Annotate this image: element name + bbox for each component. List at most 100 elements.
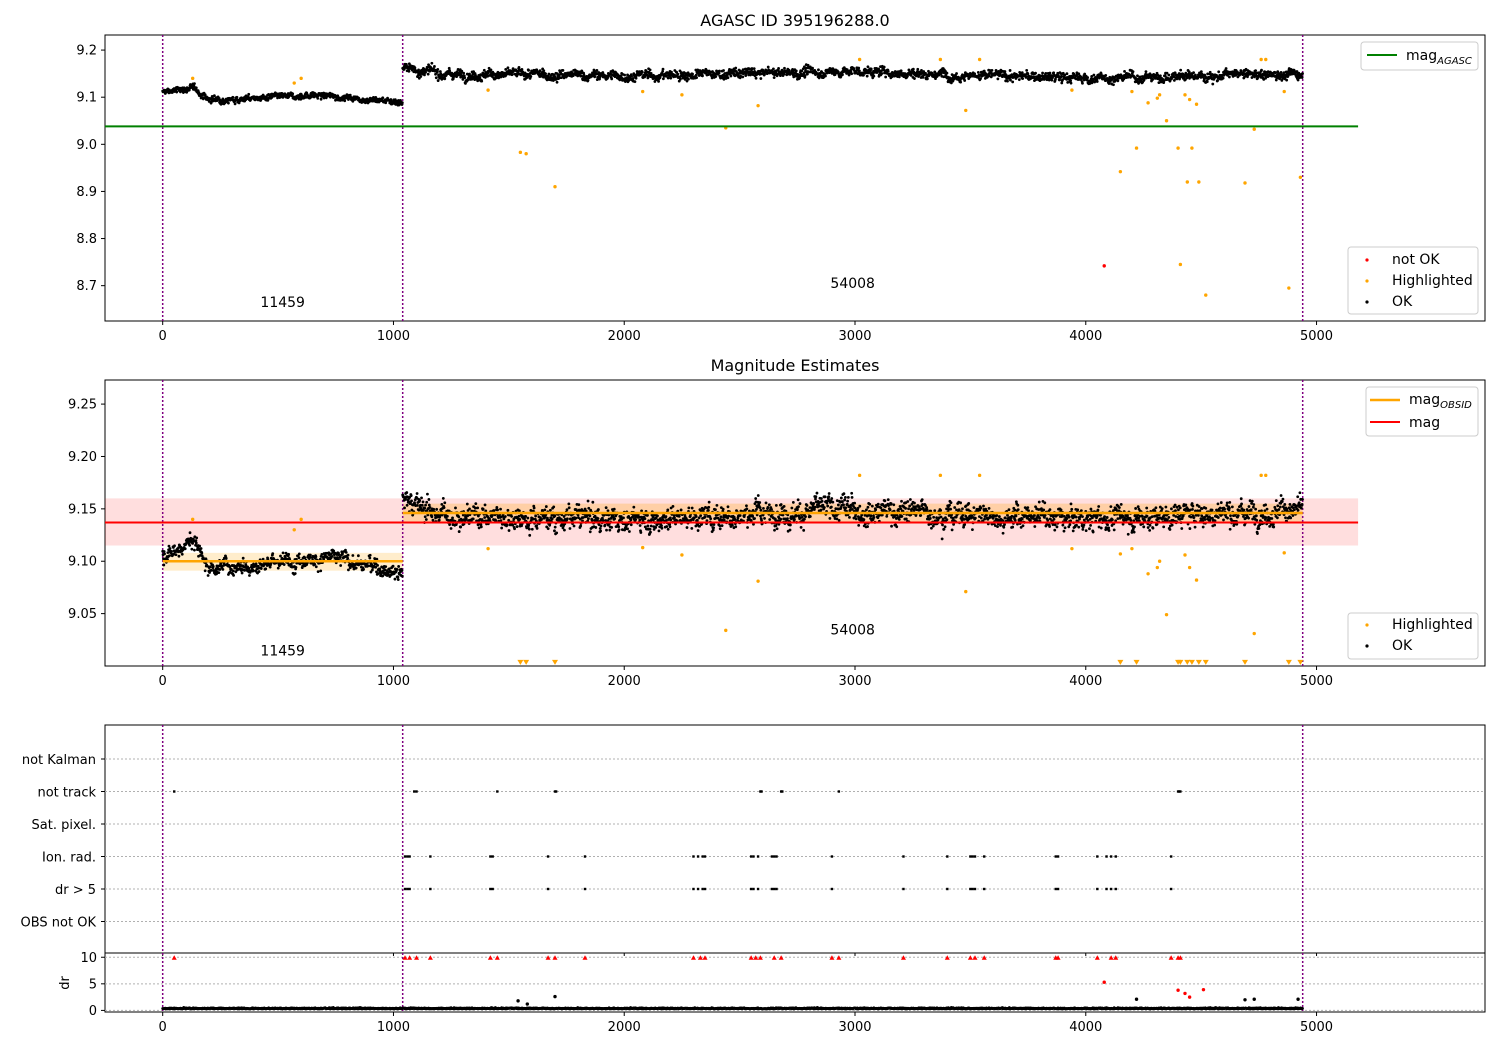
ok-point [617,528,621,532]
ok-point [862,73,865,77]
ok-point [410,499,413,503]
ok-point [417,68,420,72]
ok-point [758,506,762,510]
ok-point [314,565,318,569]
ok-point [257,570,261,573]
ok-point [459,525,463,529]
ok-point [679,508,683,512]
ok-point [779,503,783,506]
ok-point [1090,74,1094,78]
ok-point [308,553,312,557]
ok-point [224,557,228,560]
ok-point [880,72,884,75]
ok-point [649,71,653,75]
data-point [964,108,968,113]
ok-point [718,69,721,73]
ok-point [694,515,698,518]
ok-point [487,66,491,70]
ok-point [786,517,789,521]
ok-point [577,503,581,507]
ok-point [685,526,689,529]
ok-point [468,507,471,511]
ok-point [829,505,833,509]
ok-point [1199,70,1203,74]
ok-point [1032,75,1036,79]
ok-point [741,75,745,79]
ok-point [649,524,653,528]
ok-point [1056,71,1060,75]
ok-point [643,517,647,521]
ok-point [703,515,707,519]
ok-point [1205,80,1209,84]
ok-point [1009,78,1012,82]
ok-point [866,65,870,69]
ok-point [276,566,280,570]
ok-point [287,552,290,556]
ok-point [1008,69,1012,72]
ok-point [819,508,823,512]
y-tick-label: 8.8 [76,232,97,247]
ok-point [809,70,813,74]
ok-point [212,94,216,98]
ok-point [457,515,461,519]
ok-point [423,515,427,519]
ok-point [594,526,598,529]
ok-point [1048,71,1052,75]
ok-point [760,519,763,522]
ok-point [666,508,670,512]
data-point [1187,97,1192,102]
ok-point [348,93,352,97]
data-point [1070,88,1074,92]
ok-point [384,565,388,569]
ok-point [773,528,776,532]
ok-point [741,68,745,72]
ok-point [925,77,929,81]
ok-point [827,492,831,495]
ok-point [526,516,530,520]
ok-point [1301,72,1304,75]
ok-point [264,567,268,571]
ok-point [788,523,792,527]
ok-point [548,508,552,512]
data-point [1197,180,1201,184]
ok-point [1017,78,1021,82]
ok-point [1052,71,1056,75]
ok-point [1069,81,1073,85]
ok-point [436,79,440,82]
ok-point [517,65,521,69]
ok-point [634,76,638,80]
ok-point [1050,78,1054,82]
ok-point [707,508,710,512]
ok-point [217,571,221,575]
ok-point [669,518,673,522]
ok-point [251,569,255,572]
ok-point [396,578,400,581]
ok-point [1179,68,1183,72]
ok-point [170,549,173,553]
ok-point [754,497,758,500]
ok-point [1025,68,1029,72]
y-tick-label: 9.2 [76,44,97,59]
ok-point [766,505,770,509]
ok-point [479,525,483,529]
ok-point [413,66,417,70]
ok-point [441,497,445,500]
x-tick-label: 4000 [1069,329,1102,344]
ok-point [457,530,461,533]
ok-point [750,67,754,70]
ok-point [606,509,610,513]
ok-point [670,70,673,74]
ok-point [812,501,816,505]
data-point [938,57,943,62]
ok-point [766,65,770,69]
data-point [1298,175,1303,179]
ok-point [447,66,451,70]
ok-point [460,69,464,73]
ok-point [426,72,430,76]
ok-point [538,69,542,73]
ok-point [233,102,237,106]
x-tick-label: 1000 [377,329,410,344]
ok-point [754,76,758,80]
ok-point [598,527,602,530]
